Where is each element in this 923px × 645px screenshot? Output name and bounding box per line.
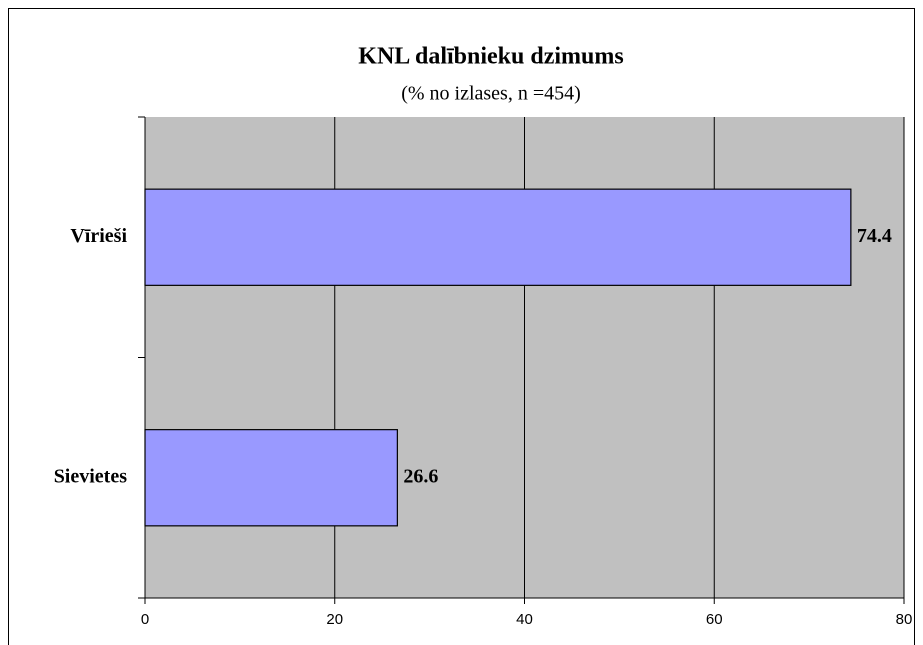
- chart-title: KNL dalībnieku dzimums: [358, 44, 623, 70]
- x-tick-label: 40: [516, 611, 533, 628]
- bar: [144, 429, 398, 527]
- x-tick-label: 60: [706, 611, 723, 628]
- y-tick-label: Sievietes: [54, 465, 128, 487]
- x-tick-label: 80: [896, 611, 913, 628]
- bar: [144, 188, 852, 286]
- value-label: 74.4: [857, 225, 892, 247]
- x-tick-label: 0: [141, 611, 149, 628]
- chart-subtitle: (% no izlases, n =454): [401, 83, 581, 105]
- value-label: 26.6: [403, 465, 438, 487]
- y-tick-label: Vīrieši: [70, 225, 127, 247]
- x-tick-label: 20: [326, 611, 343, 628]
